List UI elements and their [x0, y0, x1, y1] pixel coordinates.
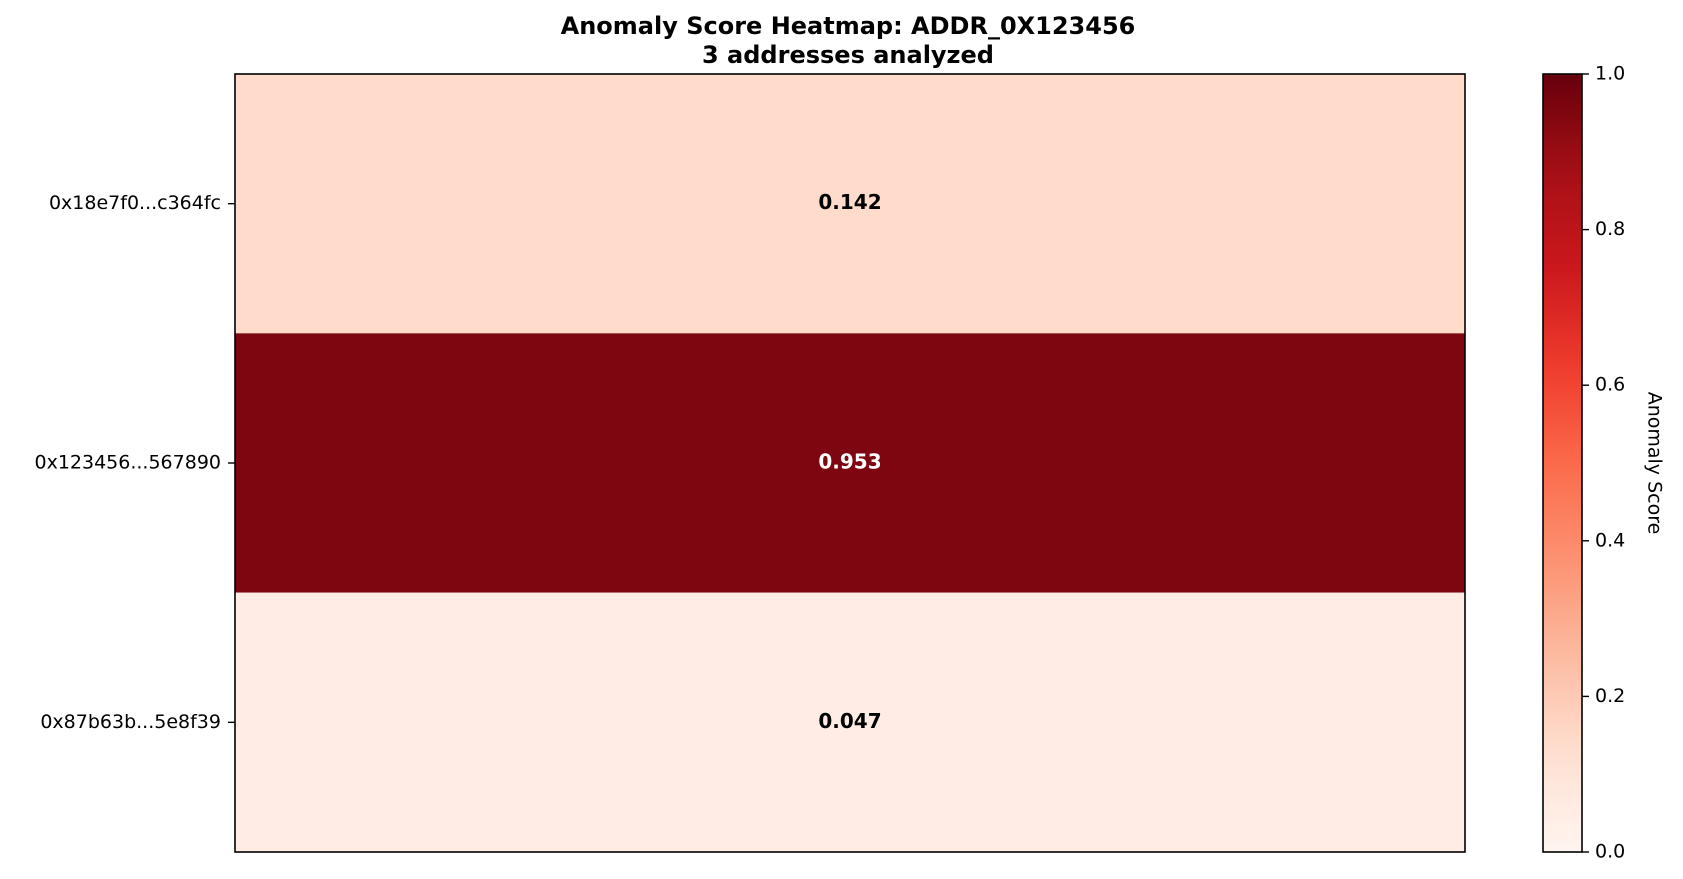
heatmap-cell: [235, 74, 1465, 334]
heatmap-frame: [234, 73, 1466, 853]
colorbar: 0.0 0.2 0.4 0.6 0.8 1.0 Anomaly Score: [1542, 63, 1666, 863]
row-axis: 0x18e7f0...c364fc 0x123456...567890 0x87b6…: [34, 192, 235, 733]
heatmap-cells: 0.142 0.953 0.047: [235, 74, 1465, 852]
cell-value-label: 0.953: [818, 450, 881, 474]
heatmap-cell: [235, 333, 1465, 593]
chart-title: Anomaly Score Heatmap: ADDR_0X123456: [561, 12, 1136, 40]
cell-value-label: 0.047: [818, 709, 881, 733]
colorbar-tick-label: 0.0: [1595, 841, 1625, 863]
colorbar-tick-label: 0.6: [1595, 374, 1625, 396]
colorbar-tick-label: 1.0: [1595, 63, 1625, 85]
colorbar-tick-label: 0.2: [1595, 685, 1625, 707]
colorbar-ticks: 0.0 0.2 0.4 0.6 0.8 1.0: [1582, 63, 1625, 863]
heatmap-cell: [235, 592, 1465, 852]
cell-value-label: 0.142: [818, 190, 881, 214]
colorbar-frame: [1542, 73, 1583, 853]
chart-subtitle: 3 addresses analyzed: [702, 41, 994, 69]
row-tick-label: 0x87b63b...5e8f39: [40, 711, 221, 733]
row-tick-label: 0x18e7f0...c364fc: [49, 192, 221, 214]
row-tick-label: 0x123456...567890: [34, 452, 221, 474]
colorbar-gradient: [1543, 74, 1582, 852]
colorbar-label: Anomaly Score: [1644, 392, 1666, 535]
colorbar-tick-label: 0.8: [1595, 218, 1625, 240]
colorbar-tick-label: 0.4: [1595, 529, 1625, 551]
